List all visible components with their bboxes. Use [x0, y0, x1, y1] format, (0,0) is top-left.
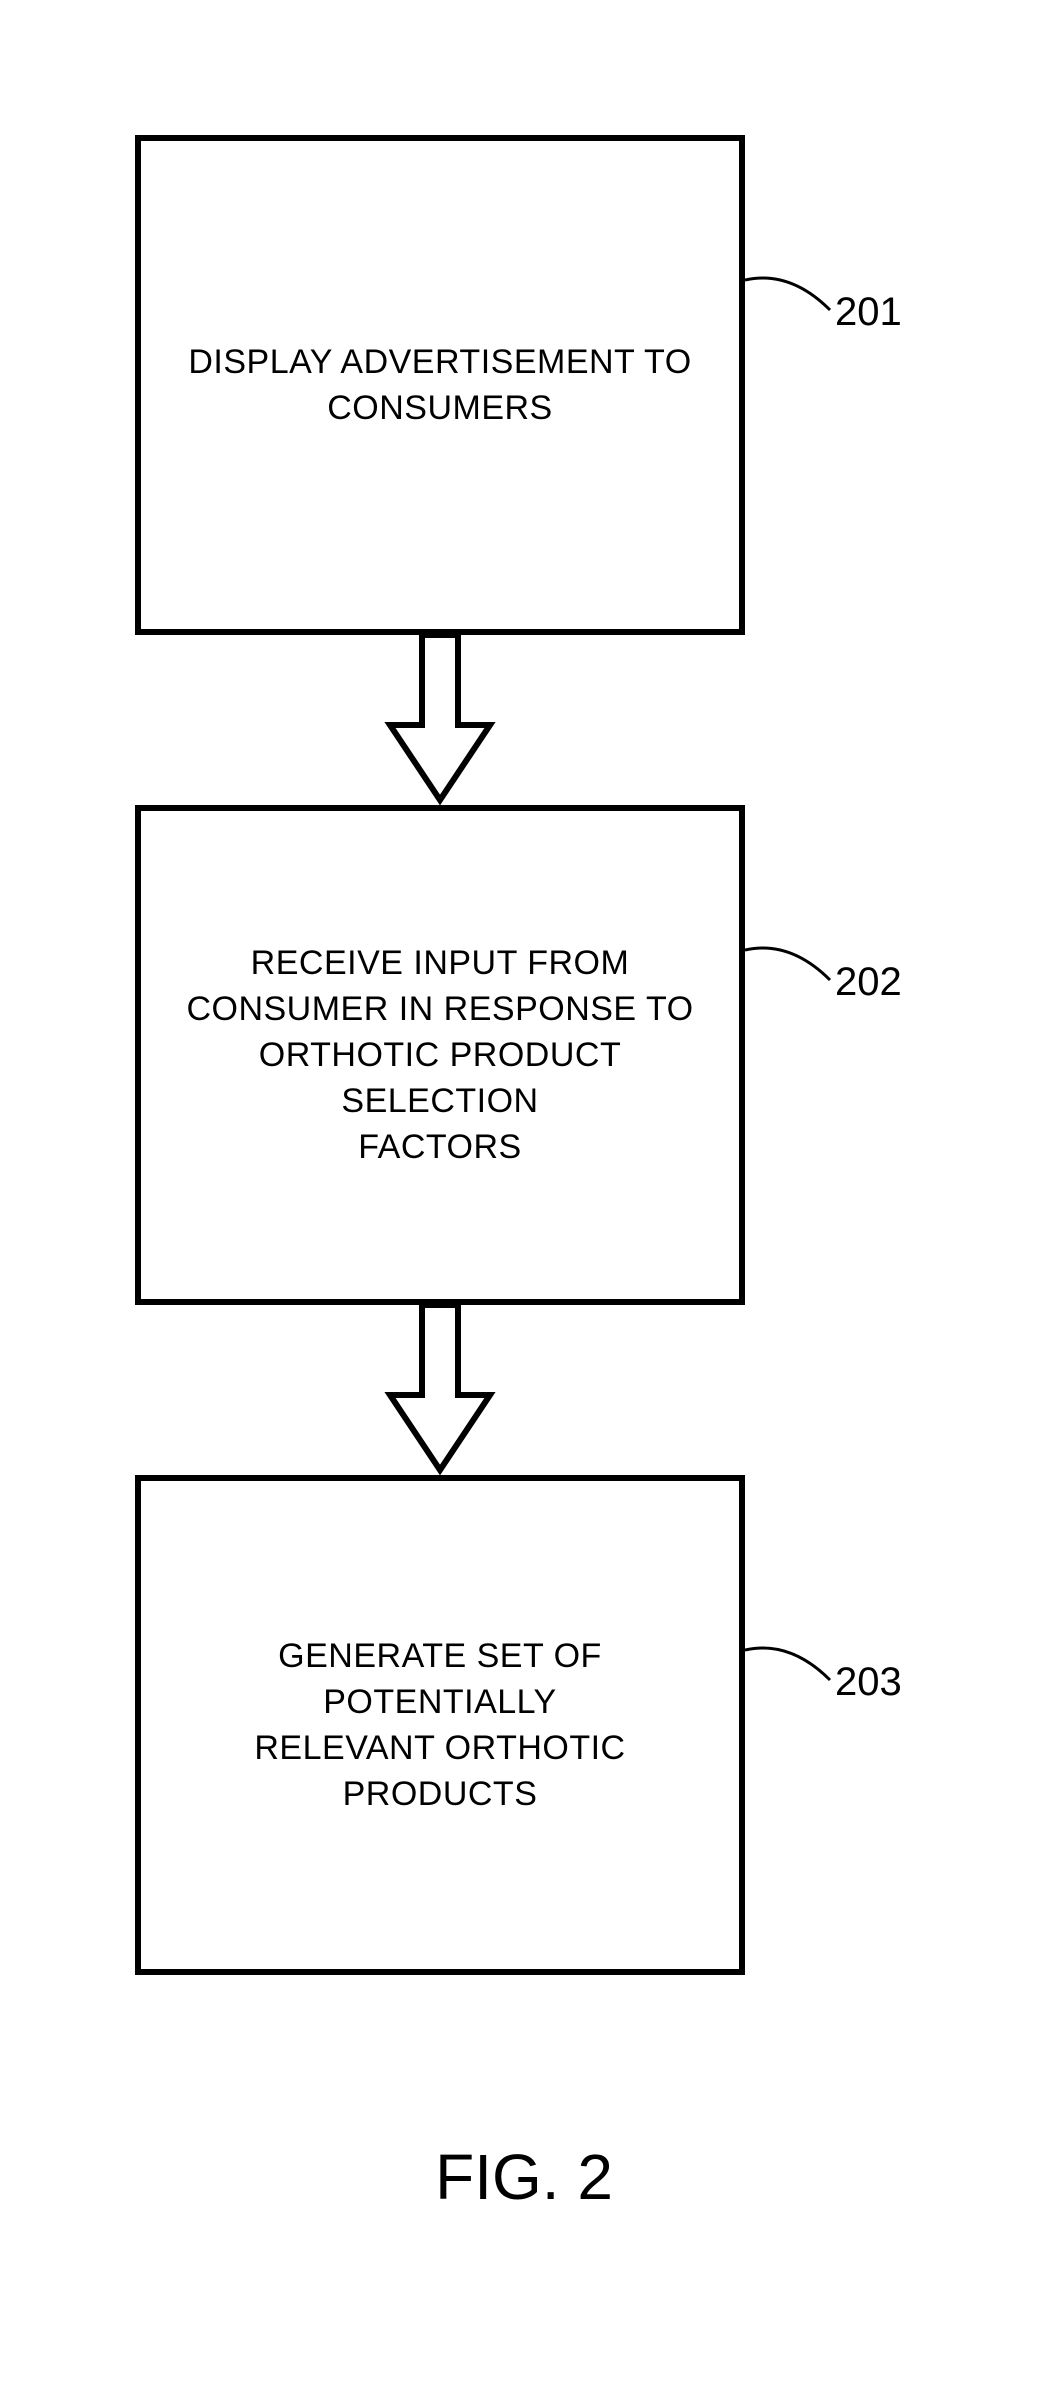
figure-caption: FIG. 2 — [0, 2140, 1048, 2214]
reference-label: 201 — [835, 290, 902, 335]
lead-line — [745, 940, 835, 1000]
figure-stage: DISPLAY ADVERTISEMENT TO CONSUMERS 201 R… — [0, 0, 1048, 2396]
flow-step-box: DISPLAY ADVERTISEMENT TO CONSUMERS — [135, 135, 745, 635]
reference-label: 202 — [835, 960, 902, 1005]
flow-arrow — [380, 635, 500, 805]
reference-label: 203 — [835, 1660, 902, 1705]
flow-step-text: DISPLAY ADVERTISEMENT TO CONSUMERS — [168, 339, 711, 431]
flow-arrow — [380, 1305, 500, 1475]
flow-step-text: GENERATE SET OF POTENTIALLY RELEVANT ORT… — [141, 1633, 739, 1817]
flow-step-box: GENERATE SET OF POTENTIALLY RELEVANT ORT… — [135, 1475, 745, 1975]
flow-step-text: RECEIVE INPUT FROM CONSUMER IN RESPONSE … — [141, 940, 739, 1170]
lead-line — [745, 270, 835, 330]
lead-line — [745, 1640, 835, 1700]
flow-step-box: RECEIVE INPUT FROM CONSUMER IN RESPONSE … — [135, 805, 745, 1305]
